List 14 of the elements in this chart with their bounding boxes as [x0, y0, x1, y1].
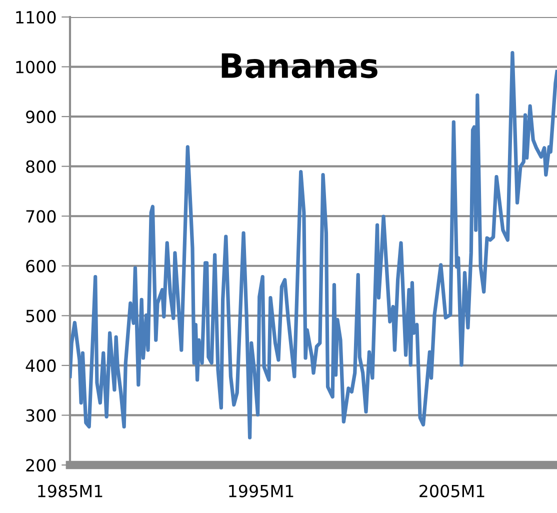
y-tick-label: 1100	[16, 10, 56, 24]
x-tick-label: 2005M1	[420, 484, 484, 498]
y-tick-label: 700	[26, 210, 56, 223]
y-tick-label: 300	[26, 409, 56, 422]
x-tick-label: 1995M1	[229, 484, 294, 498]
y-tick-label: 900	[26, 110, 56, 124]
y-tick-label: 200	[26, 458, 56, 472]
y-tick-label: 1000	[16, 60, 56, 74]
y-tick-label: 800	[26, 160, 56, 173]
x-tick-label: 1985M1	[38, 484, 102, 498]
text: Bananas	[222, 53, 378, 78]
y-tick-label: 600	[26, 260, 56, 272]
y-tick-label: 400	[26, 359, 56, 372]
y-tick-label: 500	[26, 310, 56, 322]
